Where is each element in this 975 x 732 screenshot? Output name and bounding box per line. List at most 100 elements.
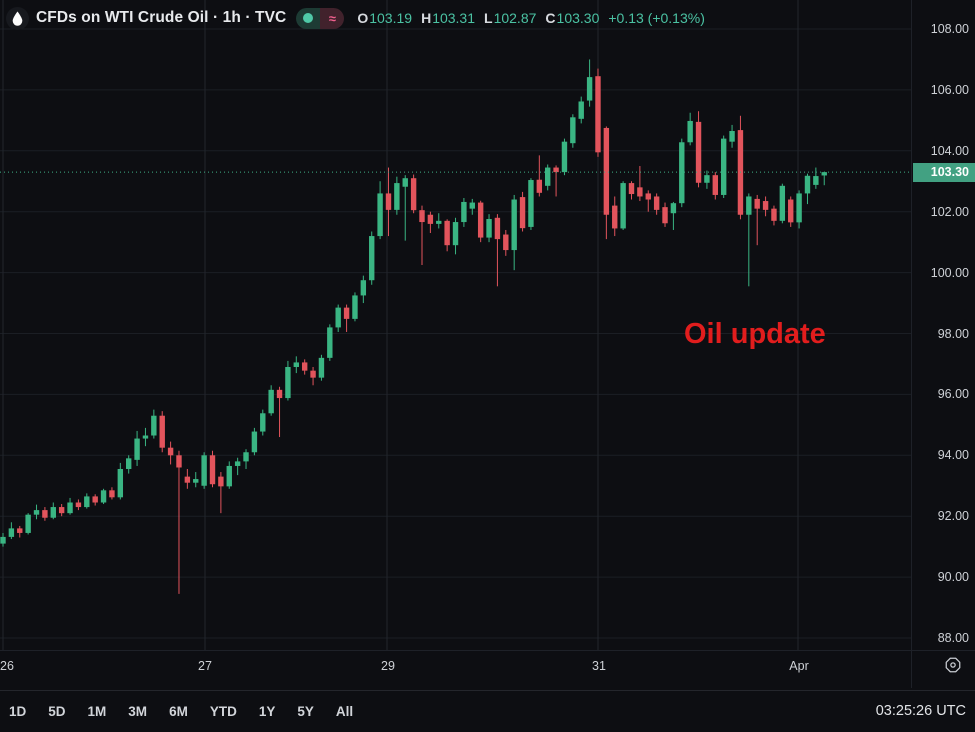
candle-body <box>301 362 308 371</box>
candle-body <box>243 452 249 462</box>
candle-body <box>385 193 392 210</box>
candle-body <box>218 476 224 487</box>
candle-body <box>704 175 710 183</box>
price-axis-label: 94.00 <box>937 448 969 463</box>
candle-body <box>92 496 98 503</box>
candle-body <box>75 502 82 508</box>
candle-body <box>679 142 685 204</box>
range-button-1y[interactable]: 1Y <box>258 703 276 719</box>
candle-body <box>603 127 610 215</box>
candle-body <box>578 101 584 119</box>
ohlc-key: O <box>357 10 369 26</box>
candle-body <box>511 199 517 251</box>
candle-body <box>25 514 31 533</box>
candle-body <box>209 455 216 485</box>
candle-body <box>58 507 65 514</box>
symbol-header: CFDs on WTI Crude Oil · 1h · TVC ≈ O 103.… <box>6 6 705 30</box>
delayed-data-icon: ≈ <box>328 10 336 26</box>
range-button-5y[interactable]: 5Y <box>297 703 314 719</box>
last-price-label: 103.30 <box>913 162 975 182</box>
ohlc-key: C <box>545 10 556 26</box>
bottom-toolbar: 1D 5D 1M 3M 6M YTD 1Y 5Y All 03:25:26 UTC <box>0 690 975 732</box>
market-status-pill[interactable]: ≈ <box>296 7 345 29</box>
candle-body <box>796 193 802 223</box>
market-open-indicator <box>296 7 321 29</box>
range-button-1d[interactable]: 1D <box>9 703 27 719</box>
candle-body <box>670 203 677 214</box>
candle-body <box>100 490 107 503</box>
candle-body <box>503 234 509 251</box>
range-button-all[interactable]: All <box>335 703 354 719</box>
time-axis-label-31: 31 <box>592 659 606 673</box>
candle-body <box>712 175 718 195</box>
price-axis[interactable]: 103.30 108.00 106.00 104.00 102.00 100.00 98.… <box>911 0 975 688</box>
range-button-6m[interactable]: 6M <box>169 703 188 719</box>
axis-settings-gear-icon[interactable] <box>944 656 962 679</box>
candle-body <box>310 370 316 378</box>
candle-body <box>50 507 56 518</box>
candle-body <box>8 528 15 537</box>
price-axis-label: 108.00 <box>930 22 969 36</box>
ohlc-value: 103.30 <box>556 10 600 26</box>
candle-body <box>821 172 827 176</box>
ohlc-readout: O 103.19 H 103.31 L 102.87 C 103.30 +0.13 (+0.13… <box>357 10 705 26</box>
candle-body <box>369 236 375 281</box>
candle-body <box>570 117 576 144</box>
candle-body <box>729 131 735 142</box>
candle-body <box>469 202 475 209</box>
candle-body <box>436 220 442 224</box>
candle-body <box>528 180 534 227</box>
time-axis[interactable]: 26 27 29 31 Apr <box>0 650 975 691</box>
candle-body <box>33 510 40 515</box>
ohlc-change: +0.13 (+0.13%) <box>608 10 705 26</box>
time-axis-label-29: 29 <box>381 659 395 673</box>
delayed-data-indicator: ≈ <box>320 7 345 29</box>
candle-body <box>586 77 593 101</box>
candle-body <box>251 431 258 453</box>
candle-body <box>519 197 526 229</box>
candle-body <box>318 357 325 378</box>
candle-body <box>628 183 635 195</box>
candle-body <box>142 435 149 439</box>
price-axis-label: 104.00 <box>930 143 969 158</box>
ohlc-value: 103.19 <box>369 10 413 26</box>
candle-body <box>193 479 199 483</box>
candle-body <box>637 187 643 197</box>
candle-body <box>67 502 73 514</box>
price-axis-label: 92.00 <box>937 509 969 524</box>
candle-body <box>444 220 450 246</box>
range-button-3m[interactable]: 3M <box>128 703 148 719</box>
candle-body <box>84 496 90 508</box>
range-button-5d[interactable]: 5D <box>48 703 66 719</box>
candle-body <box>645 193 651 200</box>
price-axis-label: 98.00 <box>937 326 969 341</box>
candle-body <box>494 217 501 240</box>
candle-body <box>184 476 191 483</box>
candle-body <box>343 307 350 319</box>
candle-body <box>804 175 811 194</box>
candle-body <box>226 465 232 487</box>
range-button-ytd[interactable]: YTD <box>209 703 237 719</box>
candle-body <box>360 280 367 296</box>
candle-body <box>653 196 660 210</box>
price-axis-label: 90.00 <box>937 570 969 585</box>
symbol-title[interactable]: CFDs on WTI Crude Oil · 1h · TVC <box>36 9 287 26</box>
oil-drop-icon <box>6 6 29 30</box>
market-open-dot-icon <box>303 13 314 23</box>
candle-body <box>720 138 727 195</box>
utc-clock[interactable]: 03:25:26 UTC <box>875 703 966 719</box>
price-axis-label: 106.00 <box>930 82 969 97</box>
candle-body <box>117 469 124 498</box>
candle-body <box>662 207 668 224</box>
candle-body <box>746 196 752 215</box>
candle-body <box>410 178 417 211</box>
chart-canvas[interactable] <box>0 0 911 650</box>
candle-body <box>293 362 299 367</box>
candle-body <box>268 389 274 414</box>
range-button-1m[interactable]: 1M <box>87 703 107 719</box>
time-axis-label-apr: Apr <box>789 659 809 673</box>
candle-body <box>327 327 333 358</box>
candle-body <box>285 366 291 399</box>
candle-body <box>536 179 543 193</box>
candle-body <box>427 214 434 224</box>
